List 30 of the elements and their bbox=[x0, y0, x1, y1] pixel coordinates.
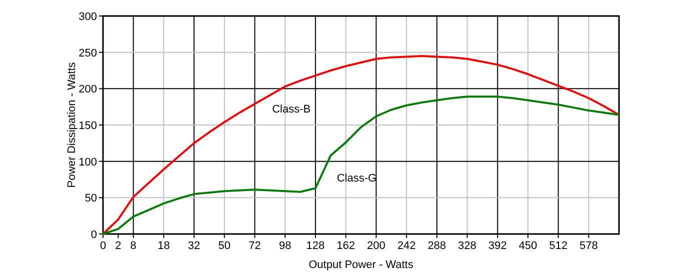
y-tick-label: 100 bbox=[78, 156, 97, 168]
x-tick-label: 578 bbox=[579, 240, 598, 252]
x-tick-label: 98 bbox=[278, 240, 292, 252]
y-tick-label: 200 bbox=[78, 84, 97, 96]
y-axis-title: Power Dissipation - Watts bbox=[66, 62, 78, 188]
x-tick-label: 162 bbox=[336, 240, 356, 252]
x-axis-title: Output Power - Watts bbox=[308, 259, 414, 271]
x-tick-label: 32 bbox=[188, 240, 200, 252]
y-tick-label: 150 bbox=[78, 120, 97, 132]
x-tick-label: 72 bbox=[248, 240, 261, 252]
x-tick-label: 392 bbox=[488, 240, 507, 252]
line-series bbox=[102, 96, 620, 235]
line-series bbox=[102, 54, 620, 235]
x-tick-label: 0 bbox=[100, 240, 106, 252]
x-tick-label: 328 bbox=[458, 240, 476, 252]
y-tick-label: 0 bbox=[90, 229, 97, 241]
x-tick-label: 450 bbox=[518, 240, 538, 252]
x-tick-label: 50 bbox=[218, 240, 231, 252]
x-tick-label: 512 bbox=[549, 240, 568, 252]
series-label: Class-B bbox=[272, 103, 311, 116]
y-tick-label: 50 bbox=[84, 192, 97, 205]
x-tick-label: 128 bbox=[306, 240, 325, 252]
y-tick-label: 300 bbox=[78, 11, 97, 23]
x-tick-label: 2 bbox=[115, 240, 122, 252]
x-tick-label: 8 bbox=[130, 240, 136, 252]
x-tick-label: 288 bbox=[428, 240, 446, 252]
x-tick-label: 242 bbox=[397, 240, 416, 252]
x-tick-label: 18 bbox=[158, 240, 170, 252]
x-tick-label: 200 bbox=[366, 240, 386, 252]
y-tick-label: 250 bbox=[78, 47, 97, 60]
